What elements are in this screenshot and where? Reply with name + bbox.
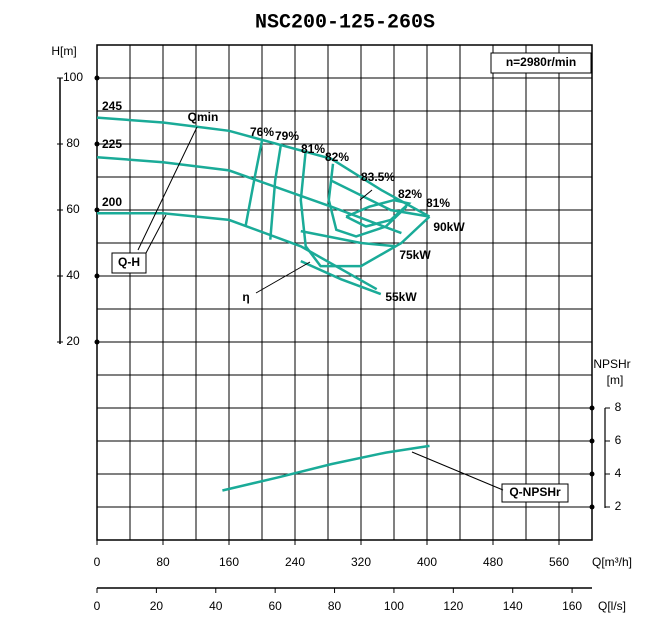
curve xyxy=(329,179,430,218)
curve xyxy=(345,198,412,228)
annotation: η xyxy=(242,290,249,304)
y2-axis-label: [m] xyxy=(607,373,624,387)
leader-line xyxy=(255,261,311,294)
x-tick-label: 80 xyxy=(156,555,170,569)
x2-tick-label: 140 xyxy=(503,599,523,613)
annotation-box xyxy=(490,52,592,74)
curve xyxy=(97,212,378,291)
curve-label: 82% xyxy=(398,187,422,201)
x2-tick-label: 80 xyxy=(328,599,342,613)
curve xyxy=(222,444,430,492)
annotation: Q-H xyxy=(118,255,140,269)
y-tick-dot xyxy=(94,141,100,147)
curve-label: 76% xyxy=(250,125,274,139)
y2-tick-dot xyxy=(589,405,595,411)
curve-label: 200 xyxy=(102,195,122,209)
curve xyxy=(300,259,382,296)
x-tick-label: 160 xyxy=(219,555,239,569)
y-tick-label: 60 xyxy=(66,202,80,216)
y2-tick-dot xyxy=(589,504,595,510)
y-tick-label: 100 xyxy=(63,70,83,84)
y2-tick-label: 2 xyxy=(615,499,622,513)
curve-label: 75kW xyxy=(399,248,431,262)
leader-line xyxy=(137,126,198,251)
x2-tick-label: 100 xyxy=(384,599,404,613)
y-tick-label: 40 xyxy=(66,268,80,282)
y2-tick-dot xyxy=(589,471,595,477)
x2-tick-label: 0 xyxy=(94,599,101,613)
y2-axis-label: NPSHr xyxy=(593,357,630,371)
x-axis-label: Q[m³/h] xyxy=(592,555,632,569)
x-tick-label: 320 xyxy=(351,555,371,569)
y2-tick-label: 8 xyxy=(615,400,622,414)
y2-tick-dot xyxy=(589,438,595,444)
x2-tick-label: 60 xyxy=(268,599,282,613)
label-box xyxy=(501,483,569,503)
curve xyxy=(299,150,431,268)
leader-line xyxy=(411,451,504,491)
annotation: n=2980r/min xyxy=(506,55,576,69)
y-tick-dot xyxy=(94,75,100,81)
curve-label: 82% xyxy=(325,150,349,164)
curve-label: Q-NPSHr xyxy=(509,485,561,499)
curve xyxy=(96,155,402,235)
curve-label: 81% xyxy=(426,196,450,210)
y-tick-label: 80 xyxy=(66,136,80,150)
curve xyxy=(269,143,283,240)
x-tick-label: 240 xyxy=(285,555,305,569)
chart-title: NSC200-125-260S xyxy=(255,11,435,34)
y-tick-label: 20 xyxy=(66,334,80,348)
curve-label: 55kW xyxy=(385,290,417,304)
x-tick-label: 480 xyxy=(483,555,503,569)
y-axis-label: H[m] xyxy=(51,44,76,58)
curve xyxy=(300,229,396,248)
y2-tick-label: 6 xyxy=(615,433,622,447)
x2-tick-label: 20 xyxy=(150,599,164,613)
y2-tick-label: 4 xyxy=(615,466,622,480)
x-tick-label: 0 xyxy=(94,555,101,569)
x-tick-label: 560 xyxy=(549,555,569,569)
plot-frame xyxy=(96,44,593,541)
curve-label: 245 xyxy=(102,99,122,113)
curve-label: 225 xyxy=(102,137,122,151)
curve-label: 81% xyxy=(301,142,325,156)
leader-line xyxy=(359,189,373,201)
leader-line xyxy=(145,214,167,254)
x2-tick-label: 40 xyxy=(209,599,223,613)
x-tick-label: 400 xyxy=(417,555,437,569)
curve-label: 79% xyxy=(275,129,299,143)
y-tick-dot xyxy=(94,207,100,213)
y-tick-dot xyxy=(94,273,100,279)
annotation-box xyxy=(111,252,147,274)
y-tick-dot xyxy=(94,339,100,345)
curve xyxy=(327,163,408,238)
curve-label: 83.5% xyxy=(361,170,395,184)
x2-axis-label: Q[l/s] xyxy=(598,599,626,613)
x2-tick-label: 160 xyxy=(562,599,582,613)
annotation: Qmin xyxy=(188,110,219,124)
curve xyxy=(244,140,264,227)
x2-tick-label: 120 xyxy=(443,599,463,613)
curve-label: 90kW xyxy=(433,220,465,234)
